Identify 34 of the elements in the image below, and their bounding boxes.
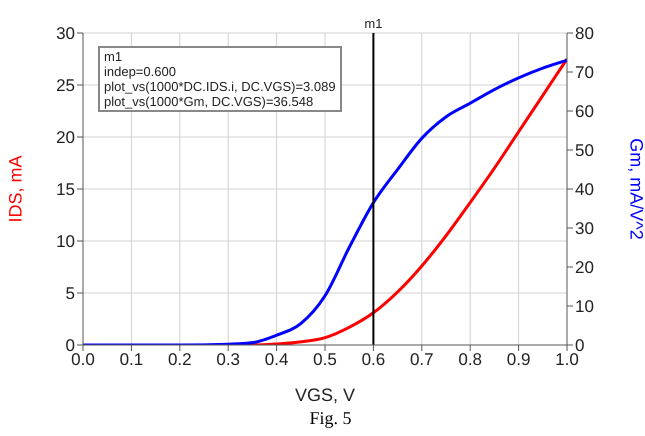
x-tick-label: 1.0 (555, 350, 579, 370)
y2-tick-label: 80 (575, 24, 594, 44)
x-tick-label: 0.6 (362, 350, 386, 370)
x-tick-label: 0.8 (458, 350, 482, 370)
x-axis-title: VGS, V (294, 385, 356, 405)
x-tick-label: 0.0 (71, 350, 95, 370)
x-tick-label: 0.2 (168, 350, 192, 370)
x-tick-label: 0.7 (410, 350, 434, 370)
annotation: indep=0.600 (104, 64, 177, 79)
caption: Fig. 5 (308, 408, 352, 429)
y-tick-label: 10 (56, 232, 75, 252)
ref-line-label: m1 (364, 16, 382, 31)
x-tick-label: 0.3 (216, 350, 240, 370)
annotation: m1 (104, 49, 124, 64)
x-tick-label: 0.5 (313, 350, 337, 370)
y-tick-label: 15 (56, 180, 75, 200)
y2-axis-title: Gm, mA/V^2 (626, 138, 645, 240)
y2-tick-label: 20 (575, 258, 594, 278)
y-tick-label: 30 (56, 24, 75, 44)
y-tick-label: 20 (56, 128, 75, 148)
y2-tick-label: 10 (575, 297, 594, 316)
annotation: plot_vs(1000*DC.IDS.i, DC.VGS)=3.089 (104, 79, 336, 94)
y2-tick-label: 70 (575, 63, 594, 82)
y2-tick-label: 40 (575, 180, 594, 200)
annotation: plot_vs(1000*Gm, DC.VGS)=36.548 (104, 94, 314, 109)
y-tick-label: 25 (56, 76, 75, 96)
y-axis-title: IDS, mA (5, 155, 26, 223)
x-tick-label: 0.1 (120, 350, 144, 370)
y-tick-label: 5 (66, 284, 75, 304)
x-tick-label: 0.9 (506, 350, 530, 370)
y2-tick-label: 60 (575, 102, 594, 122)
x-tick-label: 0.4 (264, 350, 288, 370)
y2-tick-label: 30 (575, 219, 594, 238)
y2-tick-label: 50 (575, 141, 594, 160)
